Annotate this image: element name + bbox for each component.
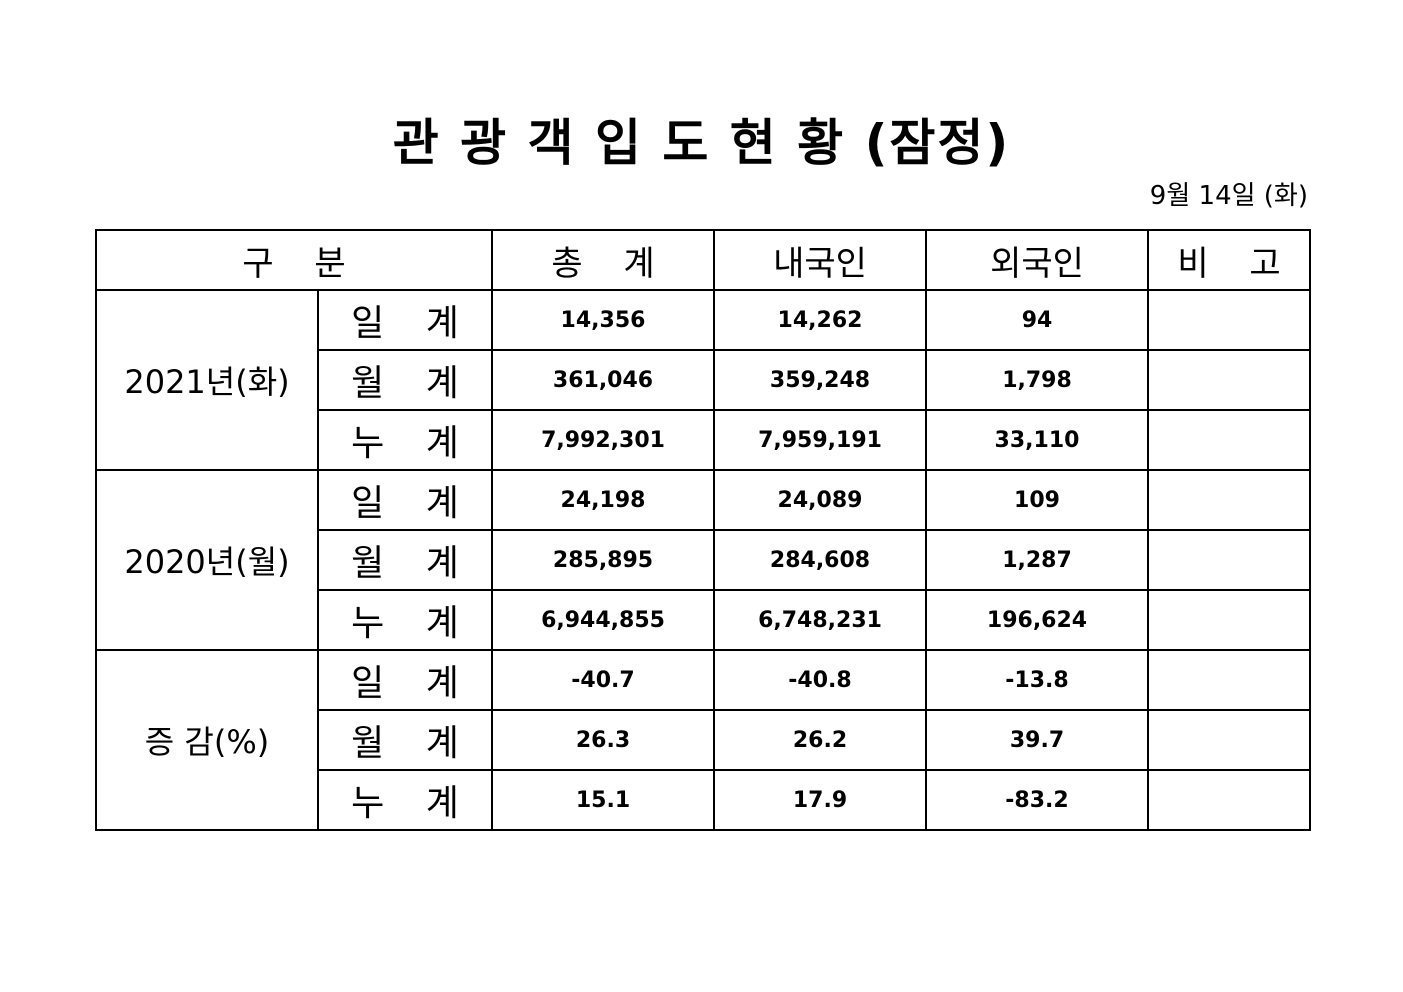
cell-domestic: 26.2 [713,709,927,771]
cell-remarks [1147,409,1311,471]
cell-foreign: -13.8 [925,649,1149,711]
cell-total: 24,198 [491,469,715,531]
table-row: 2021년(화) 일 계 14,356 14,262 94 [95,289,1311,471]
cell-remarks [1147,709,1311,771]
cell-foreign: 94 [925,289,1149,351]
header-domestic: 내국인 [713,229,927,291]
cell-domestic: 284,608 [713,529,927,591]
cell-remarks [1147,349,1311,411]
cell-foreign: 33,110 [925,409,1149,471]
header-foreign: 외국인 [925,229,1149,291]
cell-remarks [1147,649,1311,711]
cell-remarks [1147,529,1311,591]
cell-total: 7,992,301 [491,409,715,471]
table-row: 월 계 361,046 359,248 1,798 [96,349,1311,411]
report-date: 9월 14일 (화) [1149,181,1308,211]
cell-total: -40.7 [491,649,715,711]
cell-foreign: 1,287 [925,529,1149,591]
header-category: 구 분 [95,229,493,291]
cell-remarks [1147,469,1311,531]
cell-foreign: 39.7 [925,709,1149,771]
row-label: 일 계 [317,649,493,711]
row-label: 누 계 [317,589,493,651]
row-label: 누 계 [317,409,493,471]
cell-domestic: 14,262 [713,289,927,351]
table-row: 월 계 285,895 284,608 1,287 [96,529,1311,591]
table-row: 누 계 7,992,301 7,959,191 33,110 [96,409,1311,471]
cell-total: 285,895 [491,529,715,591]
cell-domestic: 7,959,191 [713,409,927,471]
row-label: 일 계 [317,289,493,351]
cell-total: 361,046 [491,349,715,411]
row-label: 월 계 [317,349,493,411]
cell-total: 14,356 [491,289,715,351]
header-total: 총 계 [491,229,715,291]
page-title: 관 광 객 입 도 현 황 (잠정) [392,114,1011,172]
cell-foreign: 1,798 [925,349,1149,411]
row-label: 월 계 [317,709,493,771]
cell-foreign: -83.2 [925,769,1149,831]
cell-total: 6,944,855 [491,589,715,651]
cell-domestic: 24,089 [713,469,927,531]
cell-domestic: 17.9 [713,769,927,831]
cell-foreign: 109 [925,469,1149,531]
cell-domestic: -40.8 [713,649,927,711]
table-row: 월 계 26.3 26.2 39.7 [96,709,1311,771]
cell-remarks [1147,289,1311,351]
cell-remarks [1147,769,1311,831]
cell-domestic: 359,248 [713,349,927,411]
table-row: 2020년(월) 일 계 24,198 24,089 109 [95,469,1311,651]
table-header-row: 구 분 총 계 내국인 외국인 비 고 [95,229,1311,291]
table-row: 누 계 6,944,855 6,748,231 196,624 [96,589,1311,651]
cell-domestic: 6,748,231 [713,589,927,651]
tourist-arrivals-table: 구 분 총 계 내국인 외국인 비 고 2021년(화) 일 계 14,356 … [95,229,1311,831]
group-label-2021: 2021년(화) [95,289,319,471]
cell-foreign: 196,624 [925,589,1149,651]
cell-remarks [1147,589,1311,651]
table-row: 누 계 15.1 17.9 -83.2 [96,769,1311,831]
cell-total: 26.3 [491,709,715,771]
row-label: 월 계 [317,529,493,591]
row-label: 누 계 [317,769,493,831]
group-label-change: 증 감(%) [95,649,319,831]
table-row: 증 감(%) 일 계 -40.7 -40.8 -13.8 [95,649,1311,831]
row-label: 일 계 [317,469,493,531]
cell-total: 15.1 [491,769,715,831]
header-remarks: 비 고 [1147,229,1311,291]
group-label-2020: 2020년(월) [95,469,319,651]
